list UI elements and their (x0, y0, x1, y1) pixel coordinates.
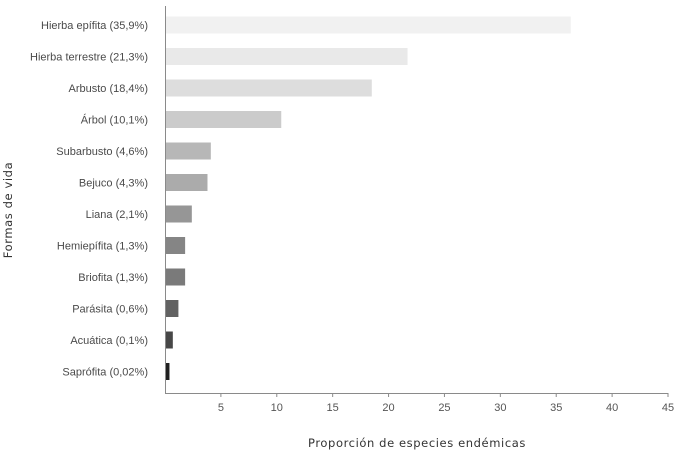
y-axis-title: Formas de vida (1, 162, 15, 258)
bar-arbusto (166, 79, 372, 97)
x-tick-label-45: 45 (662, 402, 674, 414)
bars (166, 16, 571, 380)
bar-hemiepifita (166, 237, 186, 254)
bar-hierba-epifita (166, 16, 571, 34)
bar-acuatica (166, 331, 173, 349)
bar-saprofita (166, 363, 170, 380)
bar-bejuco (166, 174, 208, 191)
bar-subarbusto (166, 142, 211, 160)
category-label-saprofita: Saprófita (0,02%) (62, 367, 148, 379)
category-label-hierba-epifita: Hierba epífita (35,9%) (41, 20, 148, 32)
x-tick-label-20: 20 (382, 402, 394, 414)
category-label-arbusto: Arbusto (18,4%) (69, 83, 148, 95)
x-tick-label-30: 30 (494, 402, 506, 414)
category-label-arbol: Árbol (10,1%) (81, 114, 148, 127)
bar-briofita (166, 268, 186, 286)
bar-parasita (166, 300, 179, 317)
category-label-liana: Liana (2,1%) (86, 209, 148, 221)
category-label-acuatica: Acuática (0,1%) (70, 335, 148, 347)
category-labels: Hierba epífita (35,9%) Hierba terrestre (… (30, 20, 148, 379)
x-axis-title: Proporción de especies endémicas (308, 436, 526, 450)
bar-liana (166, 205, 192, 223)
category-label-hierba-terrestre: Hierba terrestre (21,3%) (30, 52, 148, 64)
axes (165, 6, 668, 394)
x-axis-ticks: 5 10 15 20 25 30 35 40 45 (218, 393, 674, 414)
category-label-parasita: Parásita (0,6%) (72, 304, 148, 316)
category-label-subarbusto: Subarbusto (4,6%) (56, 146, 148, 158)
x-tick-label-40: 40 (606, 402, 618, 414)
bar-hierba-terrestre (166, 48, 408, 65)
x-tick-label-25: 25 (438, 402, 450, 414)
x-tick-label-35: 35 (550, 402, 562, 414)
bar-arbol (166, 111, 282, 128)
category-label-bejuco: Bejuco (4,3%) (79, 178, 148, 190)
x-tick-label-5: 5 (218, 402, 224, 414)
category-label-briofita: Briofita (1,3%) (78, 272, 148, 284)
category-label-hemiepifita: Hemiepífita (1,3%) (57, 241, 148, 253)
x-tick-label-15: 15 (327, 402, 339, 414)
x-tick-label-10: 10 (271, 402, 283, 414)
